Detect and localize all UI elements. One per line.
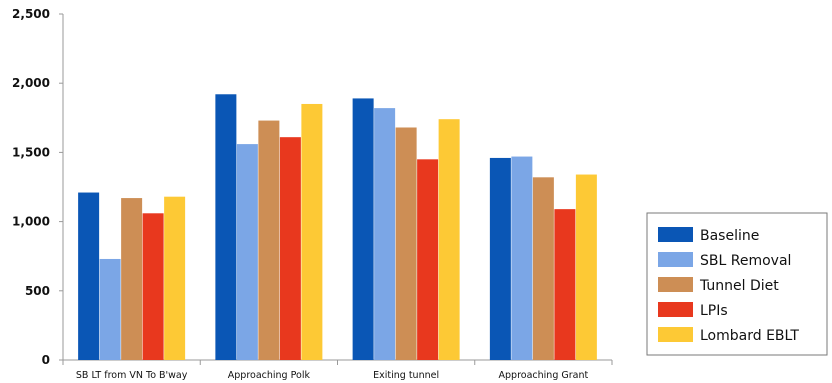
y-tick-label: 0 [42,353,50,367]
bar-lpis-2 [417,159,439,360]
legend-swatch [658,252,693,267]
bar-sbl-removal-0 [99,258,121,360]
bar-sbl-removal-3 [511,156,533,360]
bar-lpis-0 [142,213,164,360]
legend-swatch [658,277,693,292]
bar-sbl-removal-1 [236,144,258,360]
category-label: Approaching Polk [228,370,311,381]
bar-baseline-2 [352,98,374,360]
bar-baseline-3 [489,157,511,360]
bars-group [78,94,597,361]
bar-lombard-eblt-1 [301,103,323,361]
bar-lombard-eblt-3 [575,174,597,360]
category-label: Exiting tunnel [373,370,439,381]
y-tick-label: 2,500 [12,7,50,21]
legend-label: Lombard EBLT [700,328,799,344]
category-label: Approaching Grant [499,370,589,381]
bar-lombard-eblt-2 [438,119,460,361]
legend-swatch [658,327,693,342]
y-tick-label: 500 [25,284,50,298]
bar-lombard-eblt-0 [164,196,186,360]
category-labels: SB LT from VN To B'way Approaching Polk Ex… [76,370,589,381]
bar-tunnel-diet-0 [121,198,143,360]
bar-baseline-0 [78,192,100,360]
bar-baseline-1 [215,94,237,360]
bar-sbl-removal-2 [374,108,396,360]
legend-label: Tunnel Diet [699,278,779,294]
category-label: SB LT from VN To B'way [76,370,188,381]
bar-tunnel-diet-1 [258,120,280,361]
bar-lpis-3 [554,209,576,360]
legend-label: LPIs [700,303,728,319]
bar-tunnel-diet-2 [395,127,417,360]
legend-swatch [658,227,693,242]
y-tick-label: 1,000 [12,215,50,229]
y-tick-label: 2,000 [12,76,50,90]
bar-lpis-1 [279,137,301,360]
legend-label: SBL Removal [700,253,791,269]
legend-label: Baseline [700,228,759,244]
bar-tunnel-diet-3 [532,177,554,360]
y-tick-label: 1,500 [12,145,50,159]
y-tick-labels: 0 500 1,000 1,500 2,000 2,500 [12,7,50,367]
legend: Baseline SBL Removal Tunnel Diet LPIs Lombar… [646,212,828,356]
legend-swatch [658,302,693,317]
